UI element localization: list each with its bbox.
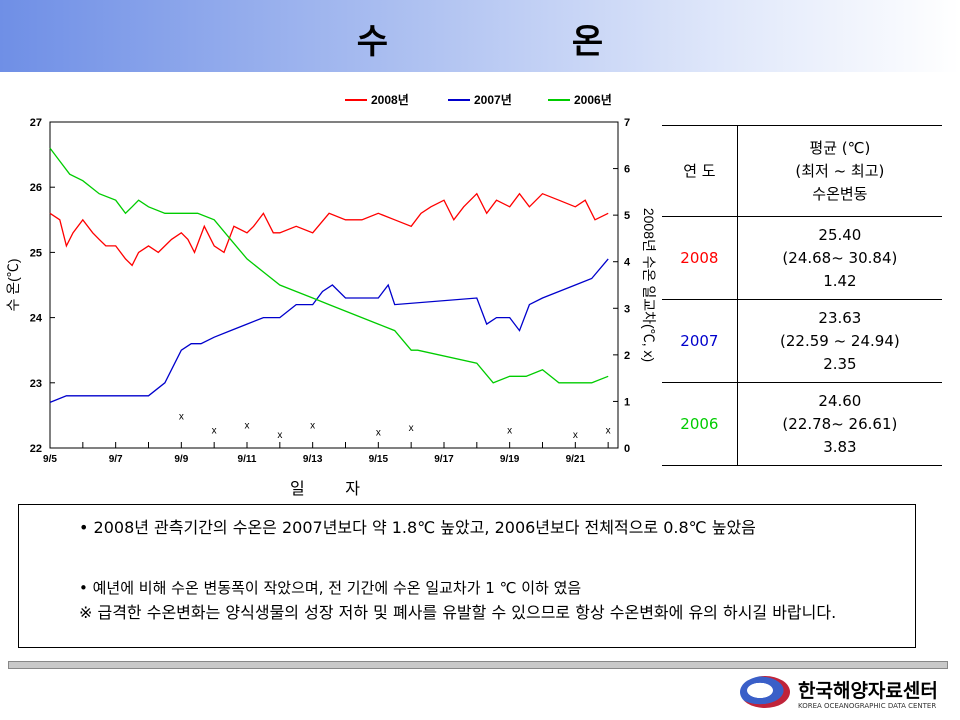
y-left-axis-label: 수 온(℃) (5, 259, 21, 312)
x-tick-label: 9/7 (109, 454, 123, 465)
range-2008: (24.68~ 30.84) (782, 248, 898, 267)
header-range: (최저 ~ 최고) (795, 161, 885, 180)
y-right-tick-label: 5 (624, 210, 630, 222)
daily-range-marker: x (212, 425, 217, 436)
avg-2008: 25.40 (818, 225, 862, 244)
note-line-2: • 예년에 비해 수온 변동폭이 작았으며, 전 기간에 수온 일교차가 1 ℃… (79, 579, 582, 597)
header-year: 연 도 (662, 125, 738, 217)
range-2006: (22.78~ 26.61) (782, 414, 898, 433)
org-logo: 한국해양자료센터 KOREA OCEANOGRAPHIC DATA CENTER (740, 674, 950, 714)
table-row: 2007 23.63 (22.59 ~ 24.94) 2.35 (662, 299, 942, 383)
y-left-tick-label: 22 (30, 443, 42, 455)
daily-range-marker: x (409, 423, 414, 434)
legend-label: 2008년 (371, 93, 409, 107)
kodc-emblem-icon (740, 676, 790, 708)
daily-range-marker: x (573, 430, 578, 441)
legend-label: 2007년 (474, 93, 512, 107)
x-tick-label: 9/9 (174, 454, 188, 465)
series-line-2008 (49, 192, 609, 267)
y-right-tick-label: 4 (624, 257, 631, 269)
row-year-2006: 2006 (662, 382, 738, 466)
notes-box: • 2008년 관측기간의 수온은 2007년보다 약 1.8℃ 높았고, 20… (18, 504, 916, 648)
y-right-tick-label: 3 (624, 303, 630, 315)
daily-range-marker: x (277, 430, 282, 441)
y-right-tick-label: 1 (624, 396, 630, 408)
y-right-tick-label: 2 (624, 350, 630, 362)
row-year-2007: 2007 (662, 299, 738, 383)
avg-2007: 23.63 (818, 308, 862, 327)
summary-table: 연 도 평균 (℃) (최저 ~ 최고) 수온변동 2008 25.40 (24… (662, 125, 942, 466)
x-axis-label: 일 자 (290, 480, 378, 498)
table-row: 2006 24.60 (22.78~ 26.61) 3.83 (662, 382, 942, 466)
footer-divider (8, 661, 948, 669)
range-2007: (22.59 ~ 24.94) (780, 331, 900, 350)
y-left-tick-label: 27 (30, 117, 42, 129)
avg-2006: 24.60 (818, 391, 862, 410)
x-tick-label: 9/21 (566, 454, 586, 465)
note-line-1: • 2008년 관측기간의 수온은 2007년보다 약 1.8℃ 높았고, 20… (79, 518, 756, 537)
x-tick-label: 9/5 (43, 454, 57, 465)
series-line-2006 (49, 147, 609, 384)
series-line-2007 (49, 258, 609, 404)
y-left-tick-label: 23 (30, 378, 42, 390)
variation-2007: 2.35 (823, 354, 857, 373)
x-tick-label: 9/17 (434, 454, 454, 465)
x-tick-label: 9/15 (369, 454, 389, 465)
daily-range-marker: x (310, 421, 315, 432)
x-tick-label: 9/19 (500, 454, 520, 465)
org-name-en: KOREA OCEANOGRAPHIC DATA CENTER (798, 702, 937, 710)
header-variation: 수온변동 (812, 184, 868, 203)
x-tick-label: 9/11 (238, 454, 257, 465)
y-left-tick-label: 25 (30, 247, 42, 259)
y-right-tick-label: 7 (624, 117, 630, 129)
header-values: 평균 (℃) (최저 ~ 최고) 수온변동 (737, 125, 942, 217)
legend-label: 2006년 (574, 93, 612, 107)
row-values-2006: 24.60 (22.78~ 26.61) 3.83 (737, 382, 942, 466)
row-values-2007: 23.63 (22.59 ~ 24.94) 2.35 (737, 299, 942, 383)
note-line-3: ※ 급격한 수온변화는 양식생물의 성장 저하 및 폐사를 유발할 수 있으므로… (79, 603, 837, 622)
daily-range-marker: x (507, 425, 512, 436)
variation-2008: 1.42 (823, 271, 857, 290)
org-name-kr: 한국해양자료센터 (798, 680, 938, 702)
plot-frame (49, 121, 619, 449)
table-row: 2008 25.40 (24.68~ 30.84) 1.42 (662, 216, 942, 300)
y-right-axis-label: 2008년 수온 일교차(℃, x) (641, 208, 657, 362)
header-avg: 평균 (℃) (809, 138, 871, 157)
table-header-row: 연 도 평균 (℃) (최저 ~ 최고) 수온변동 (662, 125, 942, 217)
daily-range-marker: x (179, 411, 184, 422)
row-values-2008: 25.40 (24.68~ 30.84) 1.42 (737, 216, 942, 300)
daily-range-marker: x (376, 428, 381, 439)
y-left-tick-label: 24 (30, 313, 43, 325)
page-title: 수 온 (356, 22, 690, 62)
x-tick-label: 9/13 (303, 454, 323, 465)
y-left-tick-label: 26 (30, 182, 42, 194)
y-right-tick-label: 0 (624, 443, 630, 455)
daily-range-marker: x (606, 425, 611, 436)
row-year-2008: 2008 (662, 216, 738, 300)
header-banner (0, 0, 960, 72)
variation-2006: 3.83 (823, 437, 857, 456)
daily-range-marker: x (244, 421, 249, 432)
y-right-tick-label: 6 (624, 164, 630, 176)
